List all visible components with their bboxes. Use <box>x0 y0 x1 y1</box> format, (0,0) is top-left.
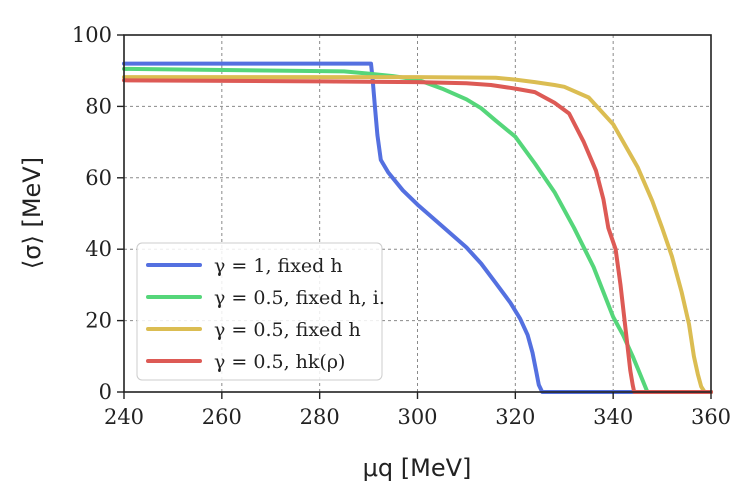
legend-box <box>136 242 383 381</box>
y-tick-label: 100 <box>72 23 112 47</box>
x-tick-label: 360 <box>691 405 731 429</box>
x-tick-label: 320 <box>495 405 535 429</box>
axis-ticks <box>117 34 712 399</box>
x-tick-label: 340 <box>593 405 633 429</box>
y-tick-labels: 0 20 40 60 80 100 <box>72 23 112 404</box>
x-tick-label: 240 <box>104 405 144 429</box>
series-line-4 <box>122 78 713 394</box>
y-tick-label: 60 <box>85 166 112 190</box>
y-tick-label: 20 <box>85 309 112 333</box>
x-tick-label: 280 <box>300 405 340 429</box>
legend-label: γ = 0.5, fixed h <box>214 319 361 341</box>
legend-items: γ = 1, fixed h γ = 0.5, fixed h, i. γ = 0.… <box>146 255 385 373</box>
series-line-3 <box>122 75 713 394</box>
legend-label: γ = 1, fixed h <box>214 255 343 277</box>
x-tick-label: 300 <box>397 405 437 429</box>
legend: γ = 1, fixed h γ = 0.5, fixed h, i. γ = 0.… <box>136 242 385 381</box>
y-tick-label: 0 <box>99 380 112 404</box>
x-tick-label: 260 <box>202 405 242 429</box>
x-tick-labels: 240 260 280 300 320 340 360 <box>104 405 731 429</box>
legend-label: γ = 0.5, hk(ρ) <box>214 351 345 373</box>
legend-label: γ = 0.5, fixed h, i. <box>214 287 385 309</box>
series-lines <box>122 61 713 394</box>
x-axis-label: μq [MeV] <box>363 454 472 482</box>
y-axis-label: ⟨σ⟩ [MeV] <box>18 157 46 269</box>
y-tick-label: 40 <box>85 237 112 261</box>
y-tick-label: 80 <box>85 94 112 118</box>
series-line-1 <box>122 61 713 394</box>
